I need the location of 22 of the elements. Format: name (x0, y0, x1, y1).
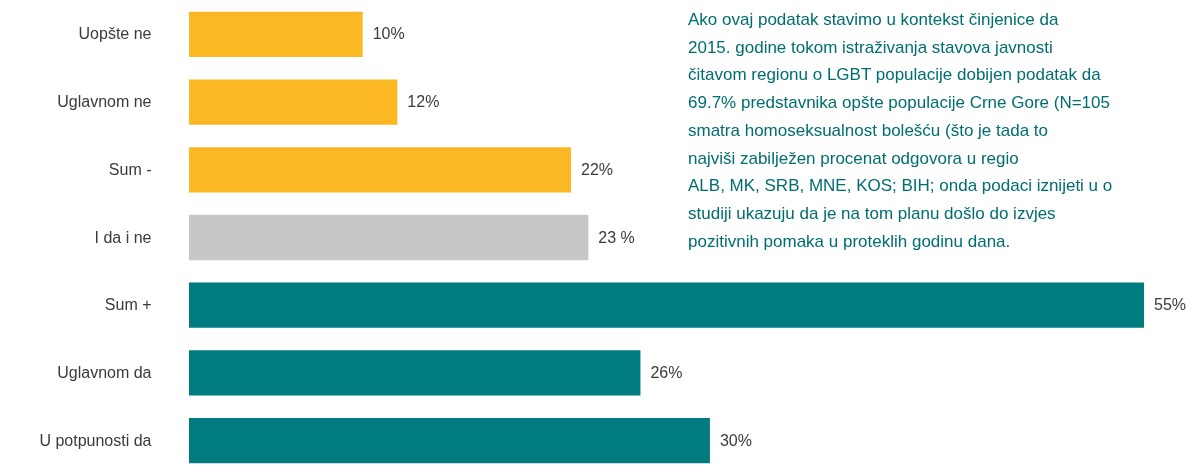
data-label: 12% (407, 93, 440, 111)
bar (189, 350, 641, 396)
data-label: 22% (581, 160, 614, 178)
y-tick-label: Sum + (104, 296, 152, 314)
text: Ako ovaj podatak stavimo u kontekst činjenice da 2015. godine tokom istraživanja stavova javnosti čitavom regionu o LGBT populacije dobijen podatak da 69.7% predstavnika opšte populacije Crne Gore (N=105 smatra homoseksualnost bolešću (što je tada to najviši zabilježen procenat odgovora u regio ALB, MK, SRB, MNE, KOS; BIH; onda podaci iznijeti u o studiji ukazuju da je na tom planu došlo do izvjes pozitivnih pomaka u proteklih godinu dana. (688, 10, 1113, 251)
bar (189, 282, 1144, 328)
y-tick-label: I da i ne (94, 228, 152, 246)
data-label: 26% (650, 363, 683, 381)
bar (189, 417, 710, 464)
bar (189, 214, 589, 261)
bar (189, 147, 571, 193)
y-tick-label: Uopšte ne (78, 25, 152, 43)
y-tick-label: Sum - (108, 160, 152, 178)
data-label: 10% (372, 25, 405, 43)
bar (189, 11, 363, 58)
y-tick-label: Uglavnom da (57, 363, 152, 381)
data-label: 23 % (598, 228, 635, 246)
bar (189, 79, 398, 125)
y-tick-label: U potpunosti da (39, 431, 152, 449)
y-tick-label: Uglavnom ne (57, 93, 152, 111)
data-label: 30% (719, 431, 752, 449)
data-label: 55% (1154, 296, 1187, 314)
